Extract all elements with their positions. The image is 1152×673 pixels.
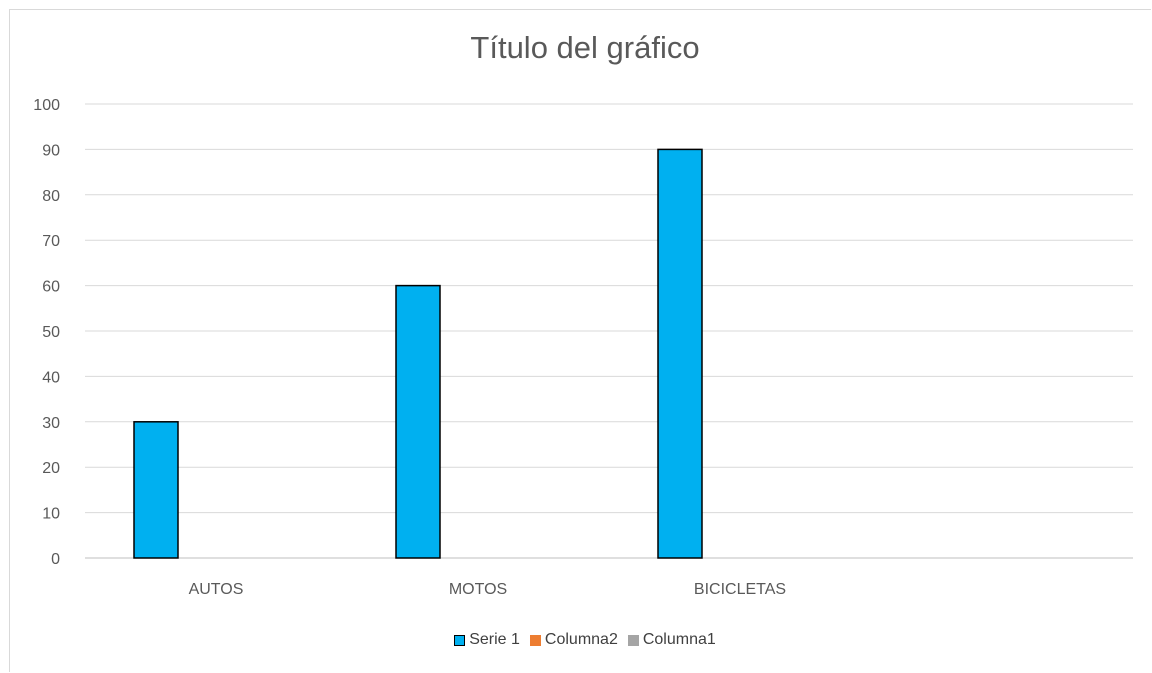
- bar-bicicletas: [657, 148, 703, 559]
- legend-label-columna1: Columna1: [642, 631, 716, 648]
- y-tick-label: 0: [51, 551, 60, 568]
- y-tick-label: 40: [42, 369, 60, 386]
- y-tick-label: 70: [42, 233, 60, 250]
- legend-item-serie-1: Serie 1: [454, 631, 520, 649]
- bar-autos: [133, 421, 179, 559]
- legend-swatch-columna1: [627, 634, 639, 646]
- x-tick-label: AUTOS: [189, 581, 244, 598]
- y-tick-label: 90: [42, 142, 60, 159]
- bar-motos: [395, 284, 441, 559]
- chart-title: Título del gráfico: [470, 30, 700, 65]
- x-tick-label: BICICLETAS: [694, 581, 786, 598]
- legend: Serie 1 Columna2 Columna1: [0, 631, 1152, 649]
- chart-frame: [9, 9, 1151, 672]
- y-tick-label: 20: [42, 460, 60, 477]
- y-tick-label: 60: [42, 279, 60, 296]
- legend-item-columna1: Columna1: [627, 631, 716, 649]
- y-tick-label: 80: [42, 188, 60, 205]
- legend-swatch-columna2: [529, 634, 541, 646]
- x-tick-label: MOTOS: [449, 581, 507, 598]
- legend-item-columna2: Columna2: [529, 631, 618, 649]
- y-tick-label: 50: [42, 324, 60, 341]
- y-tick-label: 10: [42, 506, 60, 523]
- legend-label-columna2: Columna2: [544, 631, 618, 648]
- legend-swatch-serie-1: [454, 634, 466, 646]
- legend-label-serie-1: Serie 1: [469, 631, 520, 648]
- y-tick-label: 100: [33, 97, 60, 114]
- y-tick-label: 30: [42, 415, 60, 432]
